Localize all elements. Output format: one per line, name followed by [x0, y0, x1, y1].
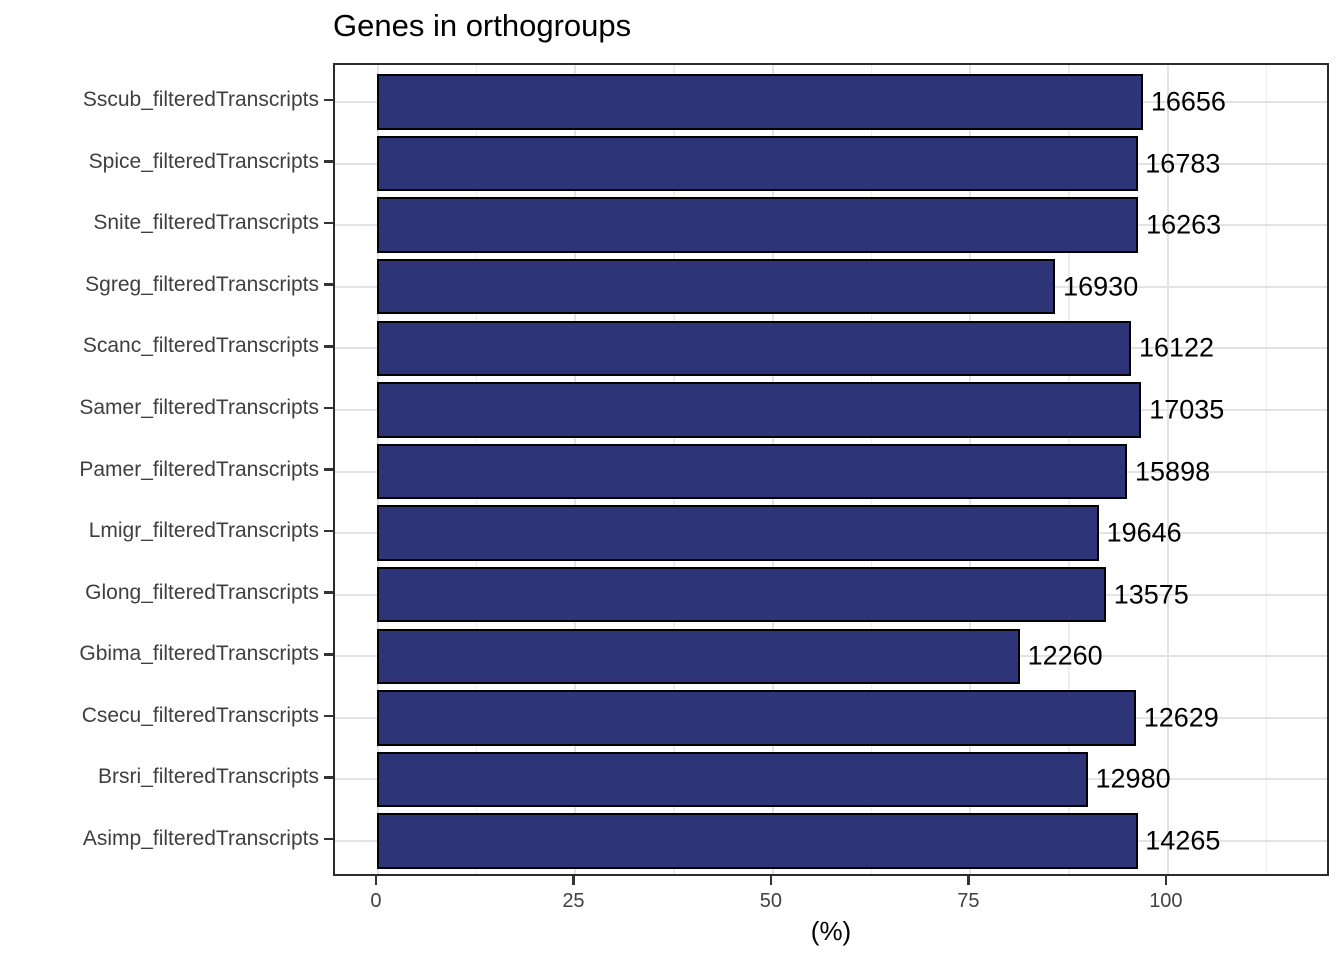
bar-value-label: 12629 — [1143, 702, 1219, 733]
bar — [376, 382, 1142, 438]
y-axis-label: Snite_filteredTranscripts — [93, 211, 319, 235]
y-axis-label: Asimp_filteredTranscripts — [82, 827, 319, 851]
y-axis-label: Gbima_filteredTranscripts — [79, 642, 319, 666]
y-axis-tick — [324, 283, 333, 286]
y-axis-tick — [324, 837, 333, 841]
x-axis-title: (%) — [810, 916, 852, 946]
bar — [376, 197, 1139, 253]
bar — [376, 74, 1144, 130]
y-axis-tick — [324, 160, 333, 163]
y-axis-label: Samer_filteredTranscripts — [79, 395, 319, 419]
y-axis-tick — [324, 468, 333, 471]
bar-value-label: 15898 — [1135, 456, 1211, 486]
bar — [376, 751, 1088, 808]
bar — [376, 320, 1132, 377]
x-axis-tick-label: 0 — [370, 890, 382, 912]
y-axis-tick — [324, 98, 333, 102]
bar — [376, 566, 1106, 623]
y-axis-tick — [324, 529, 333, 533]
y-axis-label: Lmigr_filteredTranscripts — [88, 519, 319, 543]
y-axis-tick — [324, 406, 333, 410]
y-axis-tick — [324, 653, 333, 656]
bar — [376, 443, 1128, 500]
y-axis-label: Sscub_filteredTranscripts — [82, 87, 319, 111]
bar-value-label: 13575 — [1113, 579, 1189, 610]
bar-value-label: 16783 — [1145, 148, 1221, 179]
y-axis-label: Csecu_filteredTranscripts — [81, 703, 319, 727]
x-axis-tick-label: 75 — [957, 890, 980, 912]
x-axis-tick — [967, 876, 970, 885]
bar-value-label: 12980 — [1095, 763, 1171, 794]
y-axis-label: Pamer_filteredTranscripts — [79, 457, 319, 481]
y-axis-tick — [324, 345, 333, 348]
y-axis-tick — [324, 776, 333, 779]
bar-value-label: 16930 — [1063, 271, 1139, 302]
y-axis-label: Sgreg_filteredTranscripts — [85, 272, 319, 296]
bar — [376, 628, 1020, 684]
x-axis-tick-label: 25 — [562, 890, 585, 912]
y-axis-label: Scanc_filteredTranscripts — [82, 334, 319, 358]
bar-value-label: 14265 — [1145, 825, 1221, 856]
bar — [376, 135, 1138, 192]
minor-gridline — [1265, 65, 1268, 874]
y-axis-label: Glong_filteredTranscripts — [85, 580, 319, 604]
bar-value-label: 16656 — [1150, 86, 1226, 117]
bar-value-label: 16263 — [1146, 209, 1222, 240]
x-axis-tick-label: 100 — [1149, 890, 1183, 912]
y-axis-tick — [324, 714, 333, 718]
bar-value-label: 17035 — [1149, 394, 1225, 425]
y-axis-label: Brsri_filteredTranscripts — [98, 765, 319, 789]
bar — [376, 259, 1056, 315]
bar — [376, 690, 1136, 746]
plot-panel: 16656 16783 16263 16930 16122 17035 15898 19646… — [333, 63, 1329, 876]
bar — [376, 505, 1099, 561]
chart-title: Genes in orthogroups — [333, 8, 632, 43]
x-axis-tick-label: 50 — [759, 890, 783, 912]
y-axis-tick — [324, 221, 333, 225]
y-axis-label: Spice_filteredTranscripts — [88, 149, 319, 173]
bar-value-label: 12260 — [1027, 640, 1103, 671]
bar-value-label: 16122 — [1138, 332, 1215, 363]
x-axis-tick — [1164, 876, 1168, 885]
x-axis-tick — [769, 876, 773, 885]
bar — [376, 813, 1138, 869]
bar-value-label: 19646 — [1106, 517, 1182, 548]
x-axis-tick — [572, 876, 575, 885]
major-gridline — [1166, 65, 1169, 874]
x-axis-tick — [374, 876, 378, 885]
y-axis-tick — [324, 591, 333, 594]
